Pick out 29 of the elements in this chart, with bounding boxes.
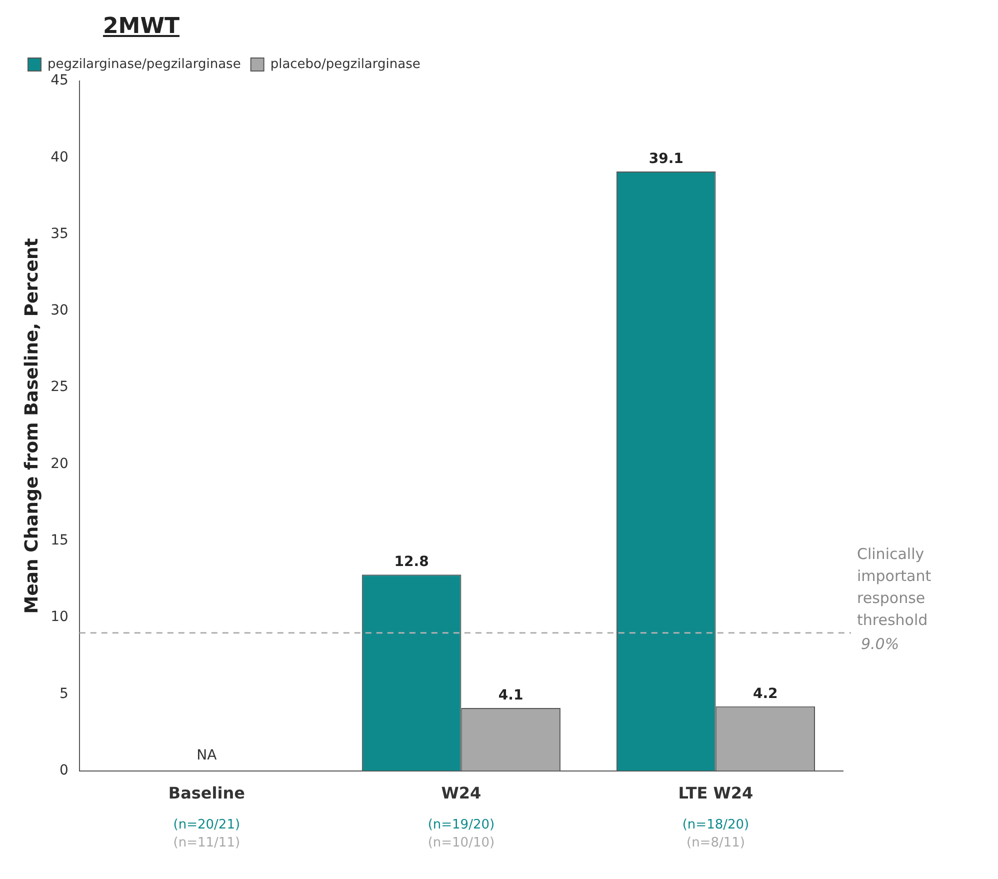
data-label: 12.8 [394,554,429,570]
text: (n=20/21) [173,818,240,833]
y-tick-label: 40 [50,149,68,166]
y-axis-title: Mean Change from Baseline, Percent [21,238,42,614]
y-tick-label: 35 [50,226,68,242]
y-tick-label: 45 [50,72,68,89]
x-tick-label: W24 [441,784,482,803]
data-label: 4.2 [752,686,778,702]
data-label: 4.1 [498,688,524,704]
data-label: 39.1 [648,151,684,168]
y-tick-label: 20 [50,456,68,472]
legend-label: pegzilarginase/pegzilarginase [48,56,241,72]
x-tick-label: LTE W24 [678,784,754,803]
text: (n=19/20) [428,818,495,833]
text: (n=18/20) [682,818,750,833]
text: (n=8/11) [686,836,745,851]
y-tick-label: 10 [50,609,68,626]
chart-title: 2MWT [103,14,180,39]
y-tick-label: 5 [59,686,68,702]
text: (n=10/10) [428,836,495,851]
x-tick-label: Baseline [168,784,246,803]
y-tick-label: 15 [50,532,68,549]
y-tick-label: 0 [59,762,68,778]
y-tick-label: 30 [50,302,68,319]
annotation: NA [196,747,218,764]
ref-line-label: Clinically important response threshold 9.0% [857,544,932,653]
y-tick-label: 25 [50,379,68,396]
legend-label: placebo/pegzilarginase [270,56,420,72]
text: (n=11/11) [173,836,240,851]
